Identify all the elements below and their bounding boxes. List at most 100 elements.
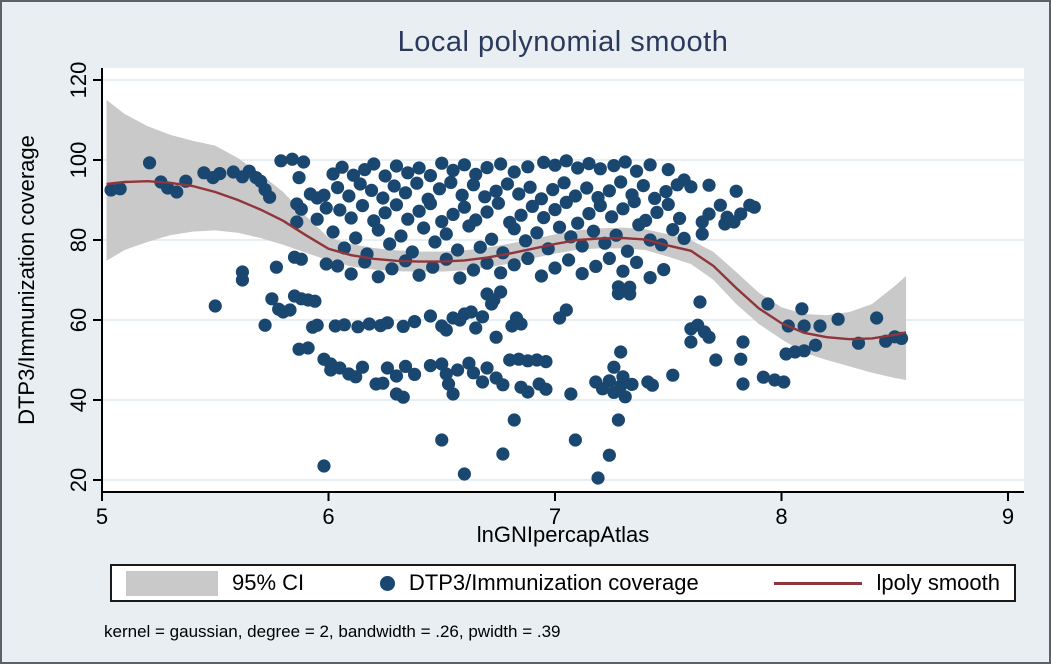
scatter-point bbox=[514, 317, 528, 331]
scatter-point bbox=[283, 303, 297, 317]
x-tick-label-7: 7 bbox=[549, 504, 561, 529]
scatter-point bbox=[618, 155, 632, 169]
scatter-point bbox=[478, 190, 492, 204]
scatter-point bbox=[623, 287, 637, 301]
ci-band bbox=[106, 100, 907, 380]
y-tick-label-20: 20 bbox=[66, 468, 91, 492]
scatter-point bbox=[598, 236, 612, 250]
scatter-point bbox=[548, 261, 562, 275]
scatter-point bbox=[371, 270, 385, 284]
scatter-point bbox=[507, 258, 521, 272]
y-tick-label-80: 80 bbox=[66, 228, 91, 252]
scatter-point bbox=[559, 154, 573, 168]
scatter-point bbox=[439, 252, 453, 266]
scatter-point bbox=[672, 211, 687, 225]
scatter-point bbox=[435, 156, 449, 170]
scatter-point bbox=[362, 317, 376, 331]
scatter-point bbox=[380, 361, 394, 375]
scatter-point bbox=[296, 155, 311, 169]
scatter-point bbox=[383, 237, 397, 251]
scatter-point bbox=[407, 367, 422, 381]
scatter-point bbox=[523, 180, 537, 194]
scatter-point bbox=[507, 222, 521, 236]
scatter-point bbox=[614, 175, 628, 189]
scatter-point bbox=[480, 205, 494, 219]
scatter-point bbox=[455, 188, 469, 202]
scatter-point bbox=[507, 165, 521, 179]
scatter-point bbox=[568, 433, 582, 447]
scatter-point bbox=[317, 459, 331, 473]
scatter-point bbox=[747, 200, 761, 214]
scatter-point bbox=[349, 370, 363, 384]
scatter-point bbox=[616, 264, 630, 278]
scatter-point bbox=[446, 163, 460, 177]
scatter-point bbox=[702, 330, 716, 344]
scatter-point bbox=[580, 181, 594, 195]
scatter-point bbox=[643, 271, 657, 285]
scatter-point bbox=[525, 199, 539, 213]
scatter-point bbox=[335, 160, 349, 174]
scatter-point bbox=[263, 190, 277, 204]
kernel-note: kernel = gaussian, degree = 2, bandwidth… bbox=[104, 622, 561, 641]
scatter-point bbox=[557, 176, 571, 190]
scatter-point bbox=[412, 161, 426, 175]
scatter-point bbox=[602, 184, 616, 198]
scatter-point bbox=[258, 318, 272, 332]
scatter-point bbox=[586, 224, 601, 238]
scatter-point bbox=[469, 321, 483, 335]
scatter-point bbox=[294, 252, 308, 266]
scatter-point bbox=[496, 447, 510, 461]
scatter-point bbox=[625, 377, 639, 391]
scatter-point bbox=[571, 161, 585, 175]
scatter-point bbox=[564, 387, 578, 401]
scatter-point bbox=[308, 294, 322, 308]
scatter-point bbox=[761, 297, 775, 311]
scatter-point bbox=[677, 231, 691, 245]
scatter-point bbox=[702, 178, 716, 192]
scatter-point bbox=[423, 359, 438, 373]
scatter-point bbox=[795, 302, 809, 316]
scatter-point bbox=[469, 167, 483, 181]
scatter-point bbox=[466, 366, 481, 380]
scatter-point bbox=[349, 231, 363, 245]
scatter-point bbox=[575, 267, 589, 281]
scatter-point bbox=[797, 344, 811, 358]
scatter-point bbox=[423, 197, 438, 211]
scatter-point bbox=[423, 309, 438, 323]
scatter-point bbox=[398, 186, 413, 200]
scatter-point bbox=[618, 390, 632, 404]
scatter-point bbox=[364, 183, 379, 197]
scatter-point bbox=[294, 202, 308, 216]
scatter-point bbox=[582, 157, 596, 171]
scatter-point bbox=[657, 263, 671, 277]
scatter-point bbox=[575, 239, 589, 253]
scatter-point bbox=[337, 318, 351, 332]
scatter-point bbox=[113, 182, 127, 196]
scatter-point bbox=[475, 310, 490, 324]
scatter-point bbox=[446, 387, 460, 401]
scatter-point bbox=[484, 232, 499, 246]
scatter-point bbox=[235, 273, 250, 287]
scatter-point bbox=[426, 260, 440, 274]
plot-area bbox=[102, 68, 1024, 492]
scatter-point bbox=[609, 228, 623, 242]
scatter-point bbox=[729, 184, 743, 198]
scatter-point bbox=[317, 188, 331, 202]
scatter-point bbox=[376, 191, 390, 205]
scatter-point bbox=[548, 158, 562, 172]
scatter-point bbox=[432, 182, 447, 196]
scatter-point bbox=[589, 259, 603, 273]
scatter-point bbox=[423, 169, 438, 183]
scatter-point bbox=[593, 162, 607, 176]
scatter-point bbox=[636, 179, 650, 193]
scatter-point bbox=[537, 155, 551, 169]
scatter-point bbox=[494, 157, 508, 171]
scatter-point bbox=[718, 217, 732, 231]
scatter-point bbox=[514, 208, 528, 222]
scatter-point bbox=[521, 385, 535, 399]
scatter-point bbox=[208, 299, 222, 313]
scatter-point bbox=[797, 319, 811, 333]
scatter-point bbox=[518, 234, 533, 248]
